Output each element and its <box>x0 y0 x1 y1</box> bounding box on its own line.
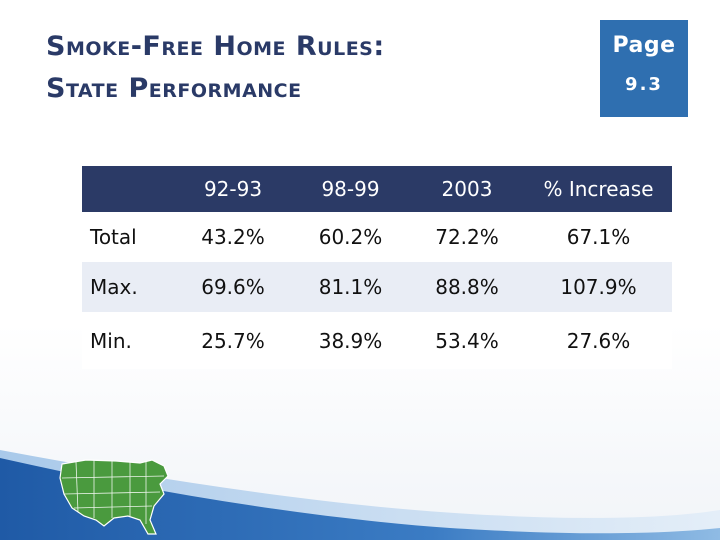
row-label: Max. <box>82 262 174 312</box>
table-cell: 107.9% <box>525 262 672 312</box>
table-cell: 72.2% <box>409 212 525 262</box>
us-map-icon <box>59 459 169 535</box>
table-cell: 38.9% <box>292 312 409 369</box>
page-badge-number: 9.3 <box>625 74 663 95</box>
table-row: Min. 25.7% 38.9% 53.4% 27.6% <box>82 312 672 369</box>
table-cell: 53.4% <box>409 312 525 369</box>
header-cell-empty <box>82 166 174 212</box>
slide-title-line-2: State Performance <box>46 73 302 104</box>
table-row: Total 43.2% 60.2% 72.2% 67.1% <box>82 212 672 262</box>
slide-title: Smoke-Free Home Rules: State Performance <box>46 26 385 110</box>
table-cell: 69.6% <box>174 262 292 312</box>
table-cell: 43.2% <box>174 212 292 262</box>
header-cell-98-99: 98-99 <box>292 166 409 212</box>
page-badge-label: Page <box>612 33 676 58</box>
blue-wave-graphic <box>0 450 720 540</box>
table-cell: 67.1% <box>525 212 672 262</box>
slide-title-line-1: Smoke-Free Home Rules: <box>46 31 385 62</box>
header-cell-92-93: 92-93 <box>174 166 292 212</box>
table-cell: 81.1% <box>292 262 409 312</box>
table-row: Max. 69.6% 81.1% 88.8% 107.9% <box>82 262 672 312</box>
state-performance-table: 92-93 98-99 2003 % Increase Total 43.2% … <box>82 166 672 369</box>
table-cell: 27.6% <box>525 312 672 369</box>
row-label: Min. <box>82 312 174 369</box>
table-cell: 25.7% <box>174 312 292 369</box>
header-cell-percent-increase: % Increase <box>525 166 672 212</box>
page-badge: Page 9.3 <box>600 20 688 117</box>
table-header-row: 92-93 98-99 2003 % Increase <box>82 166 672 212</box>
row-label: Total <box>82 212 174 262</box>
table-cell: 60.2% <box>292 212 409 262</box>
header-cell-2003: 2003 <box>409 166 525 212</box>
table-cell: 88.8% <box>409 262 525 312</box>
